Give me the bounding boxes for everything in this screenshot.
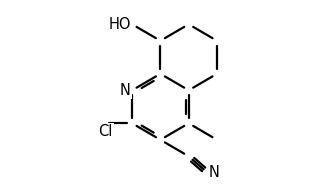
Text: N: N xyxy=(209,165,220,180)
Text: N: N xyxy=(120,83,131,98)
Text: Cl: Cl xyxy=(98,124,112,139)
Text: HO: HO xyxy=(108,17,131,32)
